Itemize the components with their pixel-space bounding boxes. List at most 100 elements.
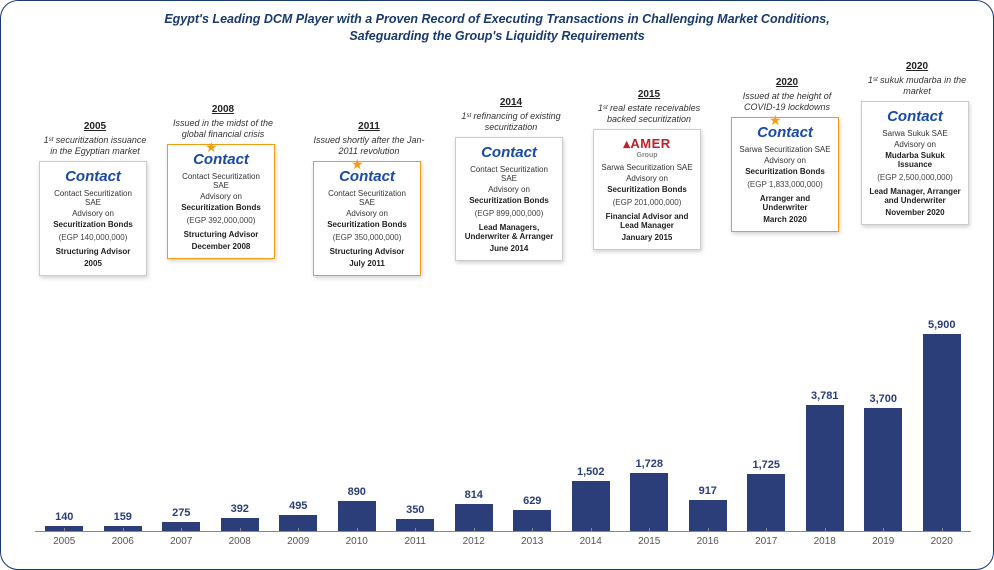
bar-value-label: 392 [231, 503, 249, 515]
bar-value-label: 159 [114, 511, 132, 523]
bar-value-label: 5,900 [928, 319, 956, 331]
card-product: Securitization Bonds [462, 196, 556, 205]
x-tick: 2019 [854, 532, 913, 551]
annotation-year: 2011 [313, 121, 425, 132]
deal-card: ContactContact Securitization SAEAdvisor… [313, 161, 421, 276]
bar [689, 500, 727, 531]
annotation-subtitle: 1ˢᵗ real estate receivables backed secur… [593, 103, 705, 125]
annotation-subtitle: 1ˢᵗ sukuk mudarba in the market [861, 75, 973, 97]
annotation-year: 2020 [731, 77, 843, 88]
bar-value-label: 1,728 [635, 458, 663, 470]
card-date: 2005 [46, 259, 140, 268]
card-product: Securitization Bonds [46, 220, 140, 229]
bar-value-label: 1,502 [577, 466, 605, 478]
card-role: Arranger and Underwriter [738, 194, 832, 212]
card-entity: Sarwa Securitization SAE [738, 145, 832, 154]
card-advisory: Advisory on [320, 209, 414, 218]
card-amount: (EGP 140,000,000) [46, 233, 140, 242]
card-advisory: Advisory on [462, 185, 556, 194]
x-tick: 2015 [620, 532, 679, 551]
annotation-subtitle: Issued in the midst of the global financ… [167, 118, 279, 140]
bar-value-label: 890 [348, 486, 366, 498]
card-advisory: Advisory on [46, 209, 140, 218]
title-line-2: Safeguarding the Group's Liquidity Requi… [349, 29, 644, 43]
x-axis: 2005200620072008200920102011201220132014… [35, 531, 971, 551]
annotation-year: 2014 [455, 97, 567, 108]
bar-value-label: 275 [172, 507, 190, 519]
card-amount: (EGP 2,500,000,000) [868, 173, 962, 182]
card-role: Lead Managers, Underwriter & Arranger [462, 223, 556, 241]
amer-logo: ▴AMERGroup [600, 136, 694, 159]
card-entity: Contact Securitization SAE [174, 172, 268, 190]
slide-frame: Egypt's Leading DCM Player with a Proven… [0, 0, 994, 570]
deal-card: ▴AMERGroup Sarwa Securitization SAE Adviso… [593, 129, 701, 250]
card-date: January 2015 [600, 233, 694, 242]
card-entity: Contact Securitization SAE [462, 165, 556, 183]
x-tick: 2008 [211, 532, 270, 551]
card-date: June 2014 [462, 244, 556, 253]
bar-value-label: 350 [406, 504, 424, 516]
bar-value-label: 917 [699, 485, 717, 497]
x-tick: 2020 [913, 532, 972, 551]
annotation-subtitle: Issued at the height of COVID-19 lockdow… [731, 91, 843, 113]
card-entity: Contact Securitization SAE [46, 189, 140, 207]
x-tick: 2010 [328, 532, 387, 551]
card-advisory: Advisory on [738, 156, 832, 165]
contact-logo: Contact [174, 151, 268, 168]
bar [747, 474, 785, 532]
card-product: Securitization Bonds [738, 167, 832, 176]
deal-card: Contact Sarwa Securitization SAE Advisory … [731, 117, 839, 232]
deal-card: ContactContact Securitization SAEAdvisor… [39, 161, 147, 276]
bar [864, 408, 902, 531]
card-product: Securitization Bonds [174, 203, 268, 212]
chart-area: 1401592753924958903508146291,5021,728917… [35, 49, 971, 551]
card-advisory: Advisory on [868, 140, 962, 149]
x-tick: 2013 [503, 532, 562, 551]
card-amount: (EGP 350,000,000) [320, 233, 414, 242]
x-tick: 2018 [796, 532, 855, 551]
card-date: November 2020 [868, 208, 962, 217]
card-product: Mudarba Sukuk Issuance [868, 151, 962, 169]
bar-value-label: 3,781 [811, 390, 839, 402]
title-line-1: Egypt's Leading DCM Player with a Proven… [164, 12, 829, 26]
annotation: 20141ˢᵗ refinancing of existing securiti… [455, 97, 567, 261]
contact-logo: Contact [320, 168, 414, 185]
card-entity: Sarwa Sukuk SAE [868, 129, 962, 138]
x-tick: 2011 [386, 532, 445, 551]
bar [806, 405, 844, 531]
card-advisory: Advisory on [600, 174, 694, 183]
bar [455, 504, 493, 531]
x-tick: 2016 [679, 532, 738, 551]
bar-value-label: 140 [55, 511, 73, 523]
card-role: Structuring Advisor [46, 247, 140, 256]
card-date: December 2008 [174, 242, 268, 251]
bar-value-label: 3,700 [869, 393, 897, 405]
x-tick: 2009 [269, 532, 328, 551]
card-amount: (EGP 201,000,000) [600, 198, 694, 207]
deal-card: ContactContact Securitization SAEAdvisor… [167, 144, 275, 259]
deal-card: Contact Sarwa Sukuk SAE Advisory on Mudarba… [861, 101, 969, 225]
annotation: 2020 Issued at the height of COVID-19 loc… [731, 77, 843, 232]
annotation: 2005 1ˢᵗ securitization issuance in the E… [39, 121, 151, 276]
slide-title: Egypt's Leading DCM Player with a Proven… [15, 11, 979, 45]
bar-value-label: 629 [523, 495, 541, 507]
contact-logo: Contact [738, 124, 832, 141]
x-tick: 2014 [562, 532, 621, 551]
contact-logo: Contact [868, 108, 962, 125]
bar-value-label: 1,725 [752, 459, 780, 471]
x-tick: 2007 [152, 532, 211, 551]
x-tick: 2012 [445, 532, 504, 551]
x-tick: 2017 [737, 532, 796, 551]
card-entity: Sarwa Securitization SAE [600, 163, 694, 172]
card-product: Securitization Bonds [320, 220, 414, 229]
card-role: Structuring Advisor [174, 230, 268, 239]
deal-card: ContactContact Securitization SAEAdvisor… [455, 137, 563, 261]
x-tick: 2006 [94, 532, 153, 551]
bar [572, 481, 610, 531]
card-amount: (EGP 1,833,000,000) [738, 180, 832, 189]
bar-value-label: 814 [465, 489, 483, 501]
bar [338, 501, 376, 531]
card-product: Securitization Bonds [600, 185, 694, 194]
card-role: Lead Manager, Arranger and Underwriter [868, 187, 962, 205]
annotation-subtitle: 1ˢᵗ securitization issuance in the Egypt… [39, 135, 151, 157]
